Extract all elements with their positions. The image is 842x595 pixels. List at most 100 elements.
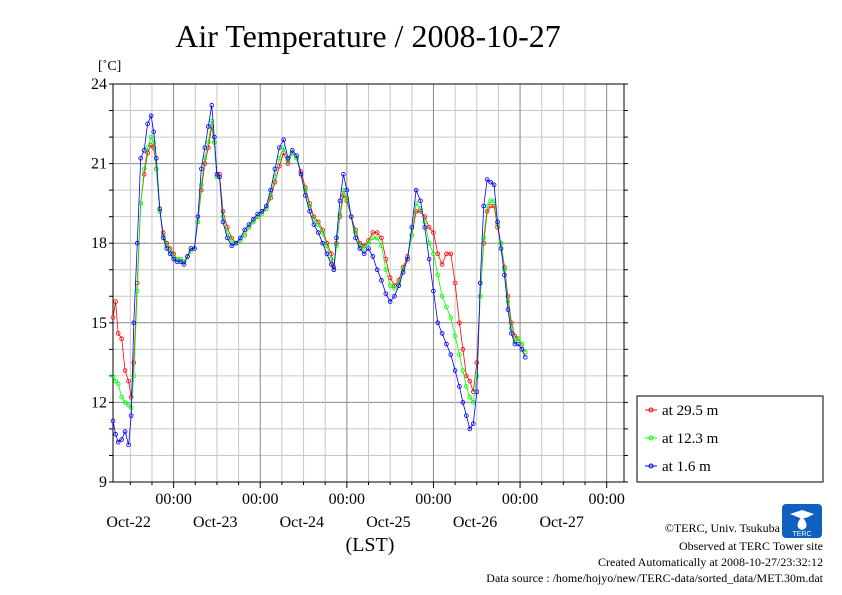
data-point <box>334 243 339 249</box>
data-point <box>157 206 163 212</box>
data-point <box>171 256 176 262</box>
data-point <box>110 315 116 320</box>
data-point <box>344 195 350 201</box>
data-point <box>272 166 278 172</box>
data-point <box>498 240 504 246</box>
series-line <box>112 105 526 446</box>
data-point <box>374 267 380 273</box>
data-point <box>115 331 121 336</box>
data-point <box>474 389 480 395</box>
data-point <box>302 193 308 198</box>
data-point <box>481 235 486 241</box>
data-point <box>126 442 131 448</box>
data-point <box>268 187 273 193</box>
data-point <box>484 177 490 182</box>
data-point <box>444 304 449 310</box>
data-point <box>409 232 415 238</box>
data-point <box>452 333 458 339</box>
data-point <box>199 182 204 188</box>
data-point <box>502 267 507 273</box>
data-point <box>302 187 308 193</box>
data-point <box>400 270 406 275</box>
data-point <box>337 198 343 204</box>
y-axis-unit: [˚C] <box>98 59 121 74</box>
data-point <box>422 219 428 225</box>
data-point <box>344 187 350 193</box>
data-point <box>361 251 367 257</box>
data-point <box>285 155 291 161</box>
data-point <box>448 315 454 320</box>
data-point <box>392 293 397 299</box>
logo-text: TERC <box>792 531 811 538</box>
data-point <box>225 224 230 230</box>
data-point <box>214 174 220 180</box>
y-tick-label: 15 <box>91 315 107 332</box>
data-point <box>217 171 222 177</box>
data-point <box>145 150 150 156</box>
data-point <box>409 224 415 230</box>
data-point <box>431 230 436 235</box>
data-point <box>464 373 469 379</box>
data-point <box>374 230 380 235</box>
footer-created: Created Automatically at 2008-10-27/23:3… <box>598 555 823 569</box>
data-point <box>209 102 215 108</box>
data-point <box>337 211 343 217</box>
data-point <box>448 352 454 357</box>
data-point <box>233 240 239 246</box>
x-tick-time: 00:00 <box>502 491 538 508</box>
x-axis-label: (LST) <box>346 534 395 556</box>
data-point <box>113 378 118 384</box>
data-point <box>141 148 147 153</box>
data-point <box>209 118 215 124</box>
logo-drop-icon <box>797 516 807 530</box>
footer-copyright: ©TERC, Univ. Tsukuba <box>665 521 781 535</box>
data-point <box>154 166 159 172</box>
data-point <box>192 246 197 251</box>
data-point <box>251 217 256 222</box>
data-point <box>491 182 497 188</box>
data-point <box>426 224 432 230</box>
data-point <box>439 331 445 336</box>
data-point <box>122 400 128 405</box>
data-point <box>259 211 265 217</box>
x-tick-date: Oct-26 <box>453 514 497 531</box>
data-point <box>263 203 269 209</box>
data-point <box>145 121 150 127</box>
data-point <box>212 134 217 140</box>
data-point <box>467 394 473 400</box>
data-point <box>522 354 528 360</box>
data-point <box>328 262 334 267</box>
data-point <box>460 368 466 373</box>
data-point <box>259 209 265 214</box>
data-point <box>320 230 325 235</box>
data-point <box>383 267 389 273</box>
data-point <box>151 140 157 145</box>
data-point <box>370 235 376 241</box>
data-point <box>148 134 154 140</box>
data-point <box>516 341 521 347</box>
data-point <box>370 254 376 259</box>
data-point <box>242 227 247 233</box>
data-point <box>516 336 521 342</box>
data-point <box>141 166 147 172</box>
data-point <box>457 384 462 389</box>
data-point <box>315 230 321 235</box>
data-point <box>181 262 187 267</box>
data-point <box>505 307 511 312</box>
data-point <box>470 400 476 405</box>
x-tick-date: Oct-22 <box>106 514 150 531</box>
data-point <box>324 251 330 257</box>
data-point <box>435 251 441 257</box>
data-point <box>491 198 497 204</box>
data-point <box>205 140 211 145</box>
data-point <box>126 378 131 384</box>
data-point <box>519 347 525 352</box>
y-axis: 9 12 15 18 21 24 <box>91 76 628 491</box>
data-point <box>464 413 469 418</box>
data-point <box>405 256 410 262</box>
data-point <box>202 145 208 150</box>
data-point <box>148 142 154 148</box>
data-point <box>131 373 137 379</box>
data-point <box>366 240 371 246</box>
